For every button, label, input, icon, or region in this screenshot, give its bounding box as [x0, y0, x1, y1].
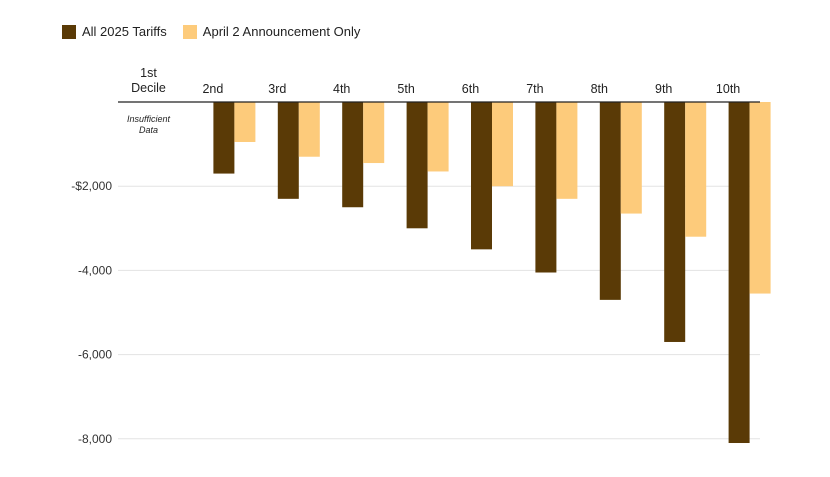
legend-label-all-tariffs: All 2025 Tariffs	[82, 24, 167, 39]
bar-april-2-announcement	[427, 102, 449, 172]
category-label: 8th	[591, 82, 608, 96]
category-label: 3rd	[268, 82, 286, 96]
bar-all-2025-tariffs	[342, 102, 364, 208]
bar-april-2-announcement	[492, 102, 513, 187]
bar-all-2025-tariffs	[599, 102, 621, 300]
bar-all-2025-tariffs	[535, 102, 557, 273]
bar-all-2025-tariffs	[213, 102, 235, 174]
category-label: 6th	[462, 82, 479, 96]
category-label: 10th	[716, 82, 740, 96]
category-label: 9th	[655, 82, 672, 96]
legend-swatch-april-2	[182, 24, 197, 39]
y-tick-label: -4,000	[78, 263, 112, 277]
bar-april-2-announcement	[234, 102, 256, 142]
y-tick-label: -6,000	[78, 348, 112, 362]
legend-swatch-all-tariffs	[62, 24, 76, 39]
legend: All 2025 Tariffs April 2 Announcement On…	[62, 24, 368, 39]
category-label: 7th	[526, 82, 543, 96]
bar-all-2025-tariffs	[664, 102, 686, 342]
bar-all-2025-tariffs	[471, 102, 492, 250]
bar-april-2-announcement	[363, 102, 385, 164]
legend-item-all-tariffs: All 2025 Tariffs	[62, 24, 167, 39]
bar-all-2025-tariffs	[728, 102, 750, 444]
category-label: Decile	[131, 81, 166, 95]
bar-april-2-announcement	[620, 102, 642, 214]
y-tick-label: -$2,000	[71, 179, 112, 193]
legend-item-april-2: April 2 Announcement Only	[182, 24, 361, 39]
bar-april-2-announcement	[749, 102, 771, 294]
bar-april-2-announcement	[556, 102, 578, 199]
bar-april-2-announcement	[685, 102, 707, 237]
legend-label-april-2: April 2 Announcement Only	[202, 24, 361, 39]
bar-april-2-announcement	[298, 102, 320, 157]
category-label: 5th	[397, 82, 414, 96]
category-label: 4th	[333, 82, 350, 96]
annotation-insufficient-data: Data	[139, 125, 158, 135]
bar-all-2025-tariffs	[277, 102, 299, 199]
annotation-insufficient-data: Insufficient	[127, 114, 171, 124]
category-label: 1st	[140, 66, 157, 80]
y-tick-label: -8,000	[78, 432, 112, 446]
category-label: 2nd	[202, 82, 223, 96]
bar-all-2025-tariffs	[406, 102, 428, 229]
